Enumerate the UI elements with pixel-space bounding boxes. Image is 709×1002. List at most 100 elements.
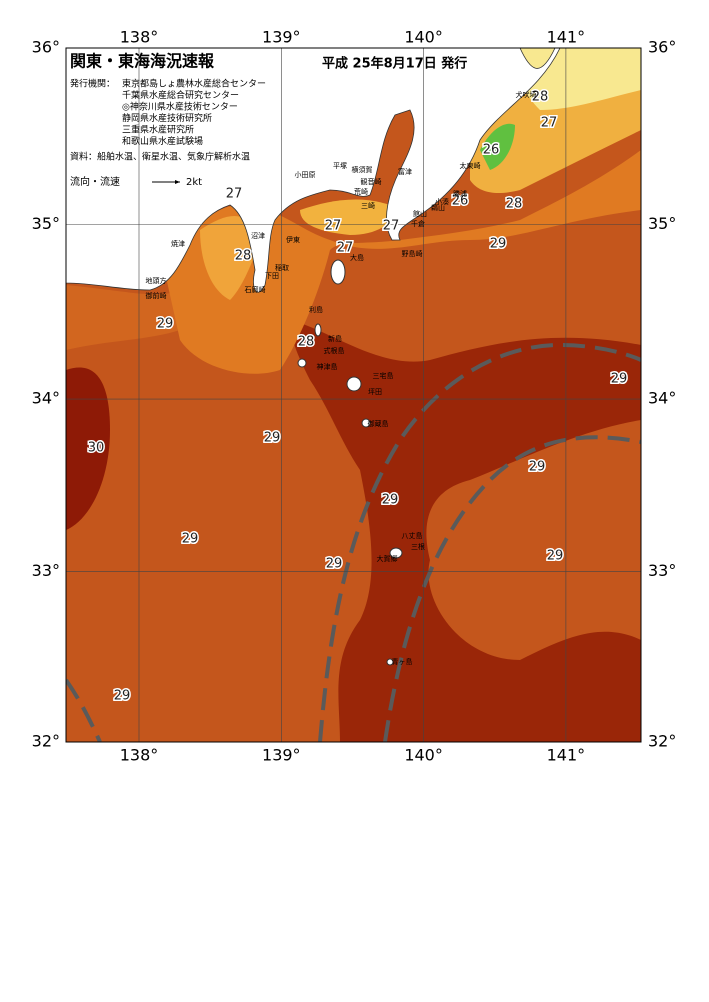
temperature-label: 29 [490, 237, 507, 252]
lon-label: 138° [120, 28, 159, 47]
lon-label: 139° [262, 28, 301, 47]
temperature-label: 27 [325, 219, 342, 234]
temperature-label: 30 [88, 441, 105, 456]
place-name: 小田原 [295, 170, 316, 179]
lat-label: 32° [648, 732, 676, 751]
place-name: 青ヶ島 [392, 657, 413, 666]
temperature-label: 29 [547, 549, 564, 564]
temperature-label: 26 [483, 143, 500, 158]
temperature-label: 28 [532, 90, 549, 105]
temperature-label: 29 [264, 431, 281, 446]
temperature-label: 27 [383, 219, 400, 234]
place-name: 下田 [265, 272, 279, 280]
temperature-label: 29 [182, 532, 199, 547]
temperature-label: 27 [383, 219, 400, 234]
temperature-label: 29 [114, 689, 131, 704]
temperature-label: 29 [382, 493, 399, 508]
temperature-label: 28 [506, 197, 523, 212]
temperature-label: 29 [529, 460, 546, 475]
lon-label: 140° [404, 746, 443, 765]
temperature-label: 29 [182, 532, 199, 547]
place-name: 小湊 [435, 197, 449, 206]
land [66, 48, 561, 293]
lon-label: 141° [547, 28, 586, 47]
temperature-label: 30 [88, 441, 105, 456]
temperature-label: 27 [325, 219, 342, 234]
temperature-label: 27 [541, 116, 558, 131]
temperature-label: 29 [611, 372, 628, 387]
temperature-label: 29 [547, 549, 564, 564]
sea-30 [66, 367, 110, 530]
place-name: 地頭方 [146, 276, 167, 285]
temperature-label: 28 [298, 335, 315, 350]
publisher-label: 発行機関： [70, 78, 115, 90]
temperature-label: 29 [326, 557, 343, 572]
place-name: 大賀郷 [377, 554, 398, 563]
temperature-label: 26 [452, 194, 469, 209]
place-name: 新島 [328, 334, 342, 343]
lat-label: 33° [648, 561, 676, 580]
place-name: 御前崎 [146, 291, 167, 300]
publisher: 東京都島しょ農林水産総合センター [122, 78, 266, 90]
date: 平成 25年8月17日 発行 [322, 56, 467, 72]
kuroshio-axis [383, 435, 641, 742]
temperature-label: 26 [452, 194, 469, 209]
island [330, 259, 346, 285]
place-name: 坪田 [368, 388, 382, 396]
legend-arrow-head [175, 180, 180, 184]
lat-label: 33° [32, 561, 60, 580]
place-name: 三根 [411, 542, 425, 551]
place-name: 館山 [413, 209, 427, 218]
place-name: 稲取 [275, 263, 289, 272]
temperature-label: 27 [337, 241, 354, 256]
temperature-label: 29 [157, 317, 174, 332]
place-name: 千倉 [411, 219, 425, 228]
temperature-label: 27 [337, 241, 354, 256]
place-name: 式根島 [324, 346, 345, 355]
lon-label: 138° [120, 746, 159, 765]
place-name: 三崎 [361, 201, 375, 210]
publisher: 和歌山県水産試験場 [122, 135, 203, 147]
island [389, 547, 403, 559]
grid [66, 48, 641, 742]
island [346, 376, 362, 392]
place-name: 観音崎 [361, 177, 382, 186]
temperature-label: 29 [114, 689, 131, 704]
temperature-label: 29 [382, 493, 399, 508]
lon-label: 141° [547, 746, 586, 765]
place-name: 太東崎 [460, 161, 481, 170]
place-name: 横須賀 [352, 165, 373, 174]
place-name: 八丈島 [402, 531, 423, 540]
legend-speed: 2kt [186, 177, 202, 188]
island [314, 323, 322, 337]
place-name: 犬吠埼 [516, 90, 537, 99]
sea-kuroshio [290, 320, 641, 742]
lon-label: 139° [262, 746, 301, 765]
lon-label: 140° [404, 28, 443, 47]
place-name: 平塚 [333, 161, 347, 170]
temperature-label: 28 [298, 335, 315, 350]
publisher: 静岡県水産技術研究所 [122, 112, 212, 124]
publishers: 東京都島しょ農林水産総合センター千葉県水産総合研究センター◎神奈川県水産技術セン… [122, 78, 266, 148]
place-name: 伊東 [286, 235, 300, 244]
place-name: 富津 [398, 167, 412, 176]
legend-label: 流向・流速 [70, 175, 120, 188]
kuroshio-axis [318, 342, 641, 742]
place-name: 石廊崎 [245, 285, 266, 294]
lat-label: 34° [648, 389, 676, 408]
lat-label: 35° [648, 214, 676, 233]
place-name: 御蔵島 [368, 419, 389, 428]
place-name: 勝浦 [453, 189, 467, 198]
lat-label: 36° [32, 38, 60, 57]
place-name: 焼津 [171, 239, 185, 248]
island [297, 358, 307, 368]
sources: 資料：船舶水温、衛星水温、気象庁解析水温 [70, 151, 250, 163]
place-name: 三宅島 [373, 371, 394, 380]
axes: 138° 138° 139° 139° 140° 140° 141° 141° 36° 36° 35… [32, 28, 677, 765]
temperature-label: 28 [532, 90, 549, 105]
sea-27-bay [300, 199, 393, 235]
publisher: 三重県水産研究所 [122, 124, 194, 136]
